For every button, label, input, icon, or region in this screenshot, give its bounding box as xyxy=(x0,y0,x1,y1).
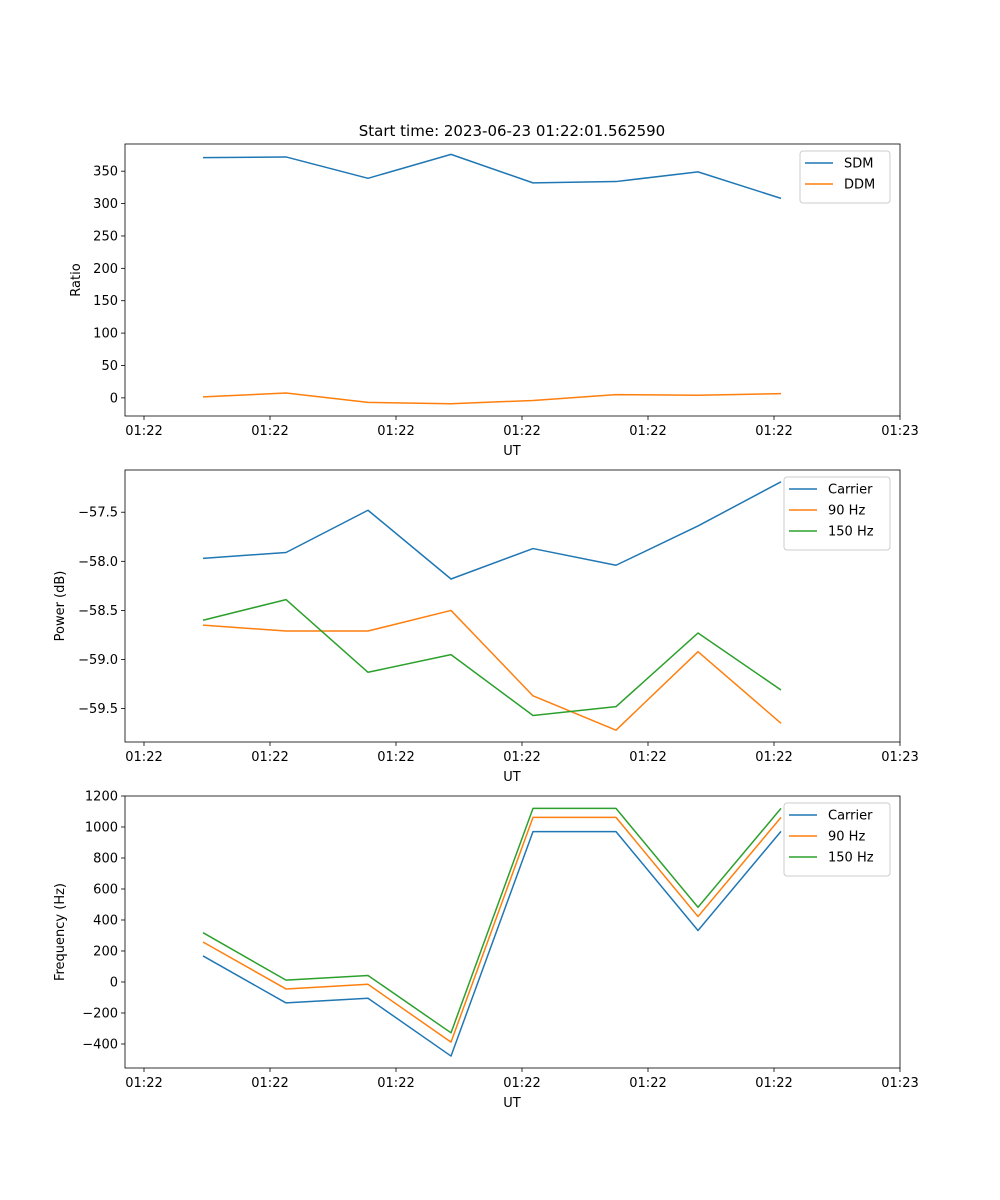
y-tick-label: −57.5 xyxy=(78,506,118,521)
series-line-90-hz xyxy=(202,609,782,731)
x-tick-label: 01:22 xyxy=(377,1076,414,1091)
y-tick-label: 200 xyxy=(93,944,118,959)
x-tick-label: 01:22 xyxy=(755,424,792,439)
series-line-carrier xyxy=(202,830,782,1057)
y-tick-label: 0 xyxy=(110,975,118,990)
y-tick-label: 50 xyxy=(101,359,118,374)
x-axis-label: UT xyxy=(503,444,521,459)
x-tick-label: 01:22 xyxy=(629,750,666,765)
x-tick-label: 01:22 xyxy=(377,424,414,439)
series-line-150-hz xyxy=(202,807,782,1034)
y-tick-label: 200 xyxy=(93,262,118,277)
x-axis-label: UT xyxy=(503,1096,521,1111)
y-tick-label: −59.0 xyxy=(78,653,118,668)
y-tick-label: 600 xyxy=(93,882,118,897)
x-tick-label: 01:22 xyxy=(503,750,540,765)
x-axis-label: UT xyxy=(503,770,521,785)
x-tick-label: 01:22 xyxy=(629,424,666,439)
x-tick-label: 01:22 xyxy=(629,1076,666,1091)
legend: Carrier 90 Hz 150 Hz xyxy=(783,802,891,877)
y-tick-label: 100 xyxy=(93,327,118,342)
y-tick-label: 1000 xyxy=(85,820,118,835)
legend-label: Carrier xyxy=(828,809,873,824)
legend-label: DDM xyxy=(844,178,875,193)
x-tick-label: 01:23 xyxy=(881,424,918,439)
legend-label: 150 Hz xyxy=(828,525,874,540)
x-tick-label: 01:22 xyxy=(125,1076,162,1091)
plot-frame xyxy=(124,143,901,417)
legend: SDM DDM xyxy=(799,150,891,204)
legend-box xyxy=(799,150,891,204)
x-tick-label: 01:23 xyxy=(881,1076,918,1091)
y-tick-label: −200 xyxy=(82,1006,118,1021)
y-axis-label: Power (dB) xyxy=(53,571,68,642)
series-line-sdm xyxy=(202,153,782,200)
legend-label: 90 Hz xyxy=(828,504,865,519)
y-tick-label: −58.0 xyxy=(78,555,118,570)
series-line-ddm xyxy=(202,392,782,405)
chart-panel-3: 01:22 01:22 01:22 01:22 01:22 01:22 01:23 −400 −… xyxy=(53,790,919,1112)
plot-frame xyxy=(124,469,901,743)
x-tick-label: 01:22 xyxy=(755,750,792,765)
y-tick-label: −58.5 xyxy=(78,604,118,619)
y-tick-label: 300 xyxy=(93,197,118,212)
legend-label: 150 Hz xyxy=(828,851,874,866)
legend-label: Carrier xyxy=(828,483,873,498)
y-tick-label: −400 xyxy=(82,1037,118,1052)
y-tick-label: 800 xyxy=(93,851,118,866)
chart-panel-1: 01:22 01:22 01:22 01:22 01:22 01:22 01:23 0 50 10… xyxy=(69,143,919,459)
y-axis-label: Ratio xyxy=(69,263,84,296)
x-tick-label: 01:22 xyxy=(755,1076,792,1091)
x-tick-label: 01:22 xyxy=(251,750,288,765)
series-line-carrier xyxy=(202,481,782,580)
legend: Carrier 90 Hz 150 Hz xyxy=(783,476,891,551)
legend-label: SDM xyxy=(844,157,873,172)
series-line-90-hz xyxy=(202,816,782,1043)
x-tick-label: 01:22 xyxy=(377,750,414,765)
legend-label: 90 Hz xyxy=(828,830,865,845)
y-tick-label: 0 xyxy=(110,391,118,406)
x-tick-label: 01:22 xyxy=(125,750,162,765)
series-line-150-hz xyxy=(202,598,782,717)
x-tick-label: 01:22 xyxy=(251,424,288,439)
x-tick-label: 01:22 xyxy=(503,1076,540,1091)
x-tick-label: 01:22 xyxy=(503,424,540,439)
x-tick-label: 01:23 xyxy=(881,750,918,765)
y-tick-label: 350 xyxy=(93,165,118,180)
figure-title: Start time: 2023-06-23 01:22:01.562590 xyxy=(359,122,665,140)
y-axis-label: Frequency (Hz) xyxy=(53,883,68,981)
chart-panel-2: 01:22 01:22 01:22 01:22 01:22 01:22 01:23 −59.5… xyxy=(53,469,919,785)
y-tick-label: 250 xyxy=(93,229,118,244)
plot-frame xyxy=(124,795,901,1069)
y-tick-label: 1200 xyxy=(85,790,118,805)
x-tick-label: 01:22 xyxy=(251,1076,288,1091)
panels: 01:22 01:22 01:22 01:22 01:22 01:22 01:23 0 50 10… xyxy=(53,143,919,1112)
y-tick-label: 400 xyxy=(93,913,118,928)
y-tick-label: −59.5 xyxy=(78,702,118,717)
x-tick-label: 01:22 xyxy=(125,424,162,439)
y-tick-label: 150 xyxy=(93,294,118,309)
